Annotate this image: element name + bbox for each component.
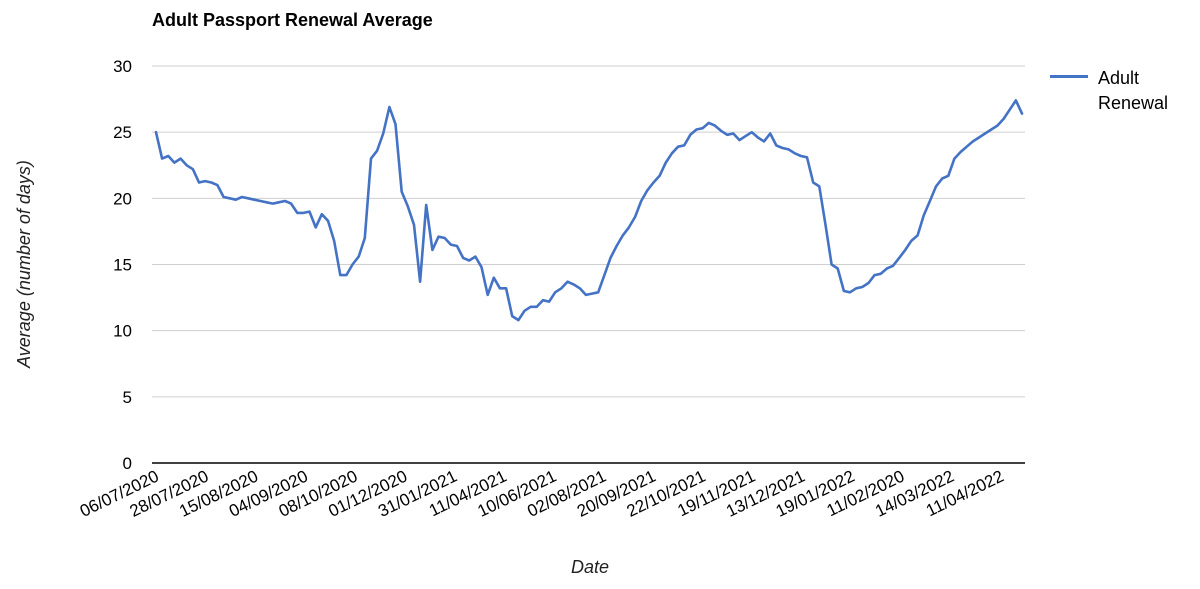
x-axis-title: Date <box>571 557 609 577</box>
y-tick-label: 0 <box>123 454 132 473</box>
series-line <box>154 99 1024 322</box>
y-tick-label: 5 <box>123 388 132 407</box>
y-tick-label: 20 <box>113 189 132 208</box>
y-tick-label: 10 <box>113 322 132 341</box>
y-tick-label: 30 <box>113 57 132 76</box>
y-axis-title: Average (number of days) <box>14 160 34 369</box>
chart-title: Adult Passport Renewal Average <box>152 10 433 30</box>
legend-swatch <box>1050 75 1088 78</box>
y-tick-label: 15 <box>113 256 132 275</box>
legend-label: Adult Renewal <box>1098 68 1169 113</box>
y-tick-label: 25 <box>113 123 132 142</box>
